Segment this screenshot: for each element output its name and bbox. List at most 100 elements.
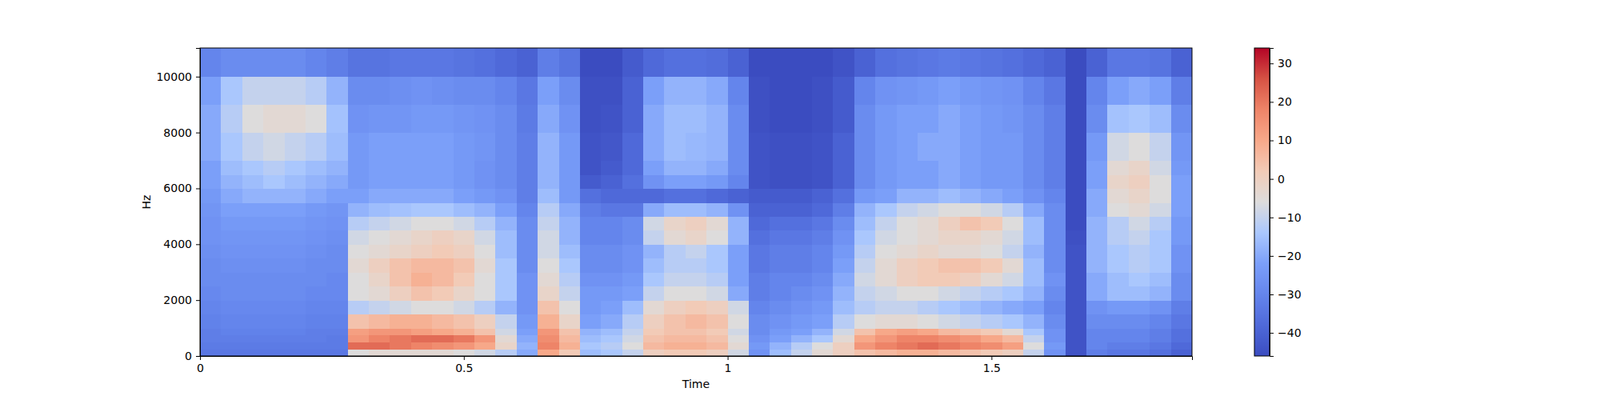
heatmap-cell bbox=[685, 300, 708, 315]
heatmap-cell bbox=[453, 188, 476, 203]
heatmap-cell bbox=[600, 342, 623, 350]
heatmap-cell bbox=[1023, 335, 1045, 343]
heatmap-cell bbox=[960, 342, 982, 350]
heatmap-cell bbox=[832, 314, 855, 329]
heatmap-cell bbox=[284, 230, 307, 245]
heatmap-cell bbox=[1065, 216, 1088, 231]
heatmap-cell bbox=[812, 300, 834, 315]
heatmap-cell bbox=[622, 188, 644, 203]
heatmap-cell bbox=[769, 188, 792, 203]
heatmap-cell bbox=[453, 335, 476, 343]
heatmap-cell bbox=[1023, 328, 1045, 336]
heatmap-cell bbox=[748, 342, 771, 350]
heatmap-cell bbox=[643, 188, 665, 203]
heatmap-cell bbox=[769, 328, 792, 336]
heatmap-cell bbox=[600, 216, 623, 231]
heatmap-cell bbox=[875, 174, 897, 189]
heatmap-cell bbox=[706, 76, 728, 106]
heatmap-cell bbox=[1171, 132, 1192, 162]
heatmap-cell bbox=[600, 48, 623, 77]
heatmap-cell bbox=[200, 335, 222, 343]
heatmap-cell bbox=[769, 202, 792, 217]
heatmap-cell bbox=[960, 258, 982, 273]
heatmap-cell bbox=[368, 348, 391, 356]
heatmap-cell bbox=[1044, 314, 1066, 329]
heatmap-cell bbox=[411, 202, 433, 217]
heatmap-cell bbox=[643, 104, 665, 134]
tick: 8000 bbox=[163, 126, 200, 140]
heatmap-cell bbox=[854, 104, 876, 134]
heatmap-cell bbox=[854, 314, 876, 329]
heatmap-cell bbox=[706, 174, 728, 189]
heatmap-cell bbox=[368, 104, 391, 134]
heatmap-cell bbox=[1149, 188, 1172, 203]
heatmap-cell bbox=[495, 328, 517, 336]
heatmap-cell bbox=[960, 104, 982, 134]
heatmap-cell bbox=[200, 104, 222, 134]
heatmap-cell bbox=[432, 342, 454, 350]
heatmap-cell bbox=[1002, 48, 1024, 77]
heatmap-cell bbox=[1023, 258, 1045, 273]
heatmap-cell bbox=[664, 174, 686, 189]
heatmap-cell bbox=[411, 104, 433, 134]
heatmap-cell bbox=[938, 286, 960, 301]
heatmap-cell bbox=[242, 48, 264, 77]
heatmap-cell bbox=[748, 335, 771, 343]
heatmap-cell bbox=[453, 286, 476, 301]
heatmap-cell bbox=[917, 300, 940, 315]
heatmap-cell bbox=[1128, 348, 1151, 356]
heatmap-cell bbox=[474, 76, 496, 106]
heatmap-cell bbox=[263, 286, 285, 301]
heatmap-cell bbox=[896, 188, 919, 203]
heatmap-cell bbox=[938, 174, 960, 189]
heatmap-cell bbox=[728, 132, 750, 162]
heatmap-cell bbox=[580, 174, 602, 189]
heatmap-cell bbox=[748, 314, 771, 329]
heatmap-cell bbox=[980, 174, 1003, 189]
heatmap-cell bbox=[1086, 328, 1108, 336]
heatmap-cell bbox=[495, 286, 517, 301]
heatmap-cell bbox=[832, 230, 855, 245]
heatmap-cell bbox=[242, 132, 264, 162]
heatmap-cell bbox=[1002, 314, 1024, 329]
colorbar-axis: −40−30−20−100102030 bbox=[1269, 48, 1302, 357]
heatmap-cell bbox=[1065, 258, 1088, 273]
heatmap-cell bbox=[1107, 244, 1129, 259]
heatmap-cell bbox=[432, 314, 454, 329]
tick-mark bbox=[196, 244, 200, 245]
heatmap-cell bbox=[980, 335, 1003, 343]
heatmap-cell bbox=[1044, 230, 1066, 245]
heatmap-cell bbox=[348, 202, 370, 217]
heatmap-cell bbox=[706, 348, 728, 356]
heatmap-cell bbox=[1107, 286, 1129, 301]
heatmap-cell bbox=[832, 188, 855, 203]
heatmap-cell bbox=[685, 132, 708, 162]
heatmap-cell bbox=[875, 348, 897, 356]
axis-line bbox=[200, 356, 1193, 361]
heatmap-cell bbox=[200, 160, 222, 176]
heatmap-cell bbox=[1023, 230, 1045, 245]
heatmap-cell bbox=[305, 104, 328, 134]
heatmap-cell bbox=[200, 174, 222, 189]
heatmap-cell bbox=[812, 174, 834, 189]
heatmap-cell bbox=[980, 104, 1003, 134]
heatmap-cell bbox=[368, 188, 391, 203]
heatmap-cell bbox=[980, 132, 1003, 162]
heatmap-cell bbox=[453, 244, 476, 259]
heatmap-cell bbox=[368, 230, 391, 245]
tick-mark bbox=[464, 356, 465, 360]
heatmap-cell bbox=[938, 230, 960, 245]
heatmap-cell bbox=[1171, 76, 1192, 106]
heatmap-cell bbox=[960, 328, 982, 336]
heatmap-cell bbox=[263, 48, 285, 77]
heatmap-cell bbox=[812, 286, 834, 301]
heatmap-cell bbox=[832, 272, 855, 287]
heatmap-cell bbox=[1044, 300, 1066, 315]
heatmap-cell bbox=[559, 202, 581, 217]
tick-mark bbox=[1269, 332, 1274, 334]
heatmap-cell bbox=[1086, 216, 1108, 231]
heatmap-cell bbox=[411, 188, 433, 203]
heatmap-cell bbox=[917, 272, 940, 287]
heatmap-cell bbox=[706, 132, 728, 162]
heatmap-cell bbox=[812, 230, 834, 245]
